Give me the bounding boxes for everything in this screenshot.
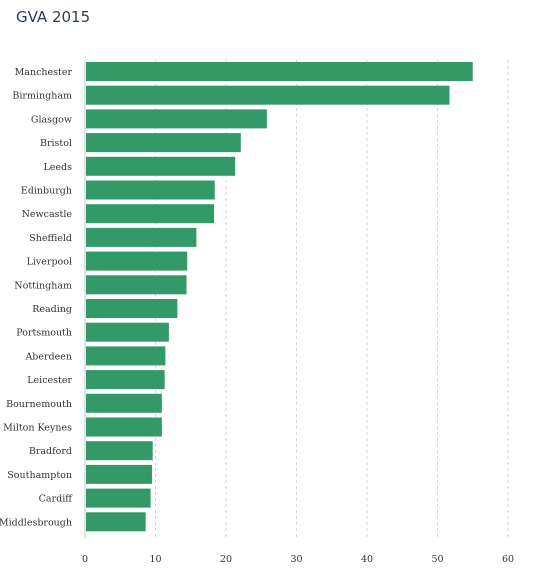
category-label: Portsmouth bbox=[16, 328, 72, 339]
category-label: Birmingham bbox=[12, 91, 72, 102]
bar[interactable] bbox=[86, 109, 267, 129]
category-label: Reading bbox=[32, 304, 72, 315]
x-axis-ticks: 0 10 20 30 40 50 60 bbox=[82, 554, 514, 565]
category-label: Glasgow bbox=[31, 114, 72, 125]
category-label: Liverpool bbox=[27, 257, 72, 268]
category-label: Bradford bbox=[29, 446, 72, 457]
bar[interactable] bbox=[86, 85, 450, 105]
bar[interactable] bbox=[86, 227, 197, 247]
category-label: Aberdeen bbox=[24, 351, 72, 362]
bar[interactable] bbox=[86, 62, 473, 81]
category-label: Bournemouth bbox=[6, 399, 72, 410]
category-labels: Manchester Birmingham Glasgow Bristol Leeds E… bbox=[0, 67, 73, 528]
category-label: Middlesbrough bbox=[0, 517, 72, 528]
x-tick-label: 10 bbox=[149, 554, 161, 565]
bar[interactable] bbox=[86, 180, 215, 200]
category-label: Newcastle bbox=[22, 209, 73, 220]
bar[interactable] bbox=[86, 322, 169, 342]
category-label: Leicester bbox=[27, 375, 72, 386]
category-label: Bristol bbox=[40, 138, 72, 149]
bar[interactable] bbox=[86, 346, 166, 366]
bar[interactable] bbox=[86, 370, 165, 390]
category-label: Sheffield bbox=[29, 233, 72, 244]
bar[interactable] bbox=[86, 251, 188, 271]
chart-title: GVA 2015 bbox=[16, 8, 91, 26]
bar[interactable] bbox=[86, 393, 162, 413]
x-tick-label: 50 bbox=[431, 554, 443, 565]
category-label: Nottingham bbox=[14, 280, 72, 291]
bar[interactable] bbox=[86, 299, 178, 318]
category-label: Milton Keynes bbox=[3, 423, 72, 434]
bar[interactable] bbox=[86, 441, 153, 461]
bar[interactable] bbox=[86, 156, 236, 176]
x-tick-label: 60 bbox=[502, 554, 514, 565]
gridlines bbox=[155, 60, 509, 538]
bar[interactable] bbox=[86, 488, 151, 508]
x-tick-label: 40 bbox=[361, 554, 373, 565]
category-label: Edinburgh bbox=[21, 186, 72, 197]
x-tick-label: 20 bbox=[220, 554, 232, 565]
bar[interactable] bbox=[86, 133, 241, 153]
category-label: Leeds bbox=[43, 162, 72, 173]
bar[interactable] bbox=[86, 275, 187, 295]
bars bbox=[86, 62, 473, 532]
category-label: Cardiff bbox=[39, 494, 74, 505]
category-label: Southampton bbox=[7, 470, 72, 481]
bar[interactable] bbox=[86, 204, 215, 224]
bar[interactable] bbox=[86, 464, 152, 484]
category-label: Manchester bbox=[15, 67, 73, 78]
bar[interactable] bbox=[86, 417, 162, 437]
x-tick-label: 30 bbox=[290, 554, 302, 565]
x-tick-label: 0 bbox=[82, 554, 88, 565]
bar[interactable] bbox=[86, 512, 146, 532]
